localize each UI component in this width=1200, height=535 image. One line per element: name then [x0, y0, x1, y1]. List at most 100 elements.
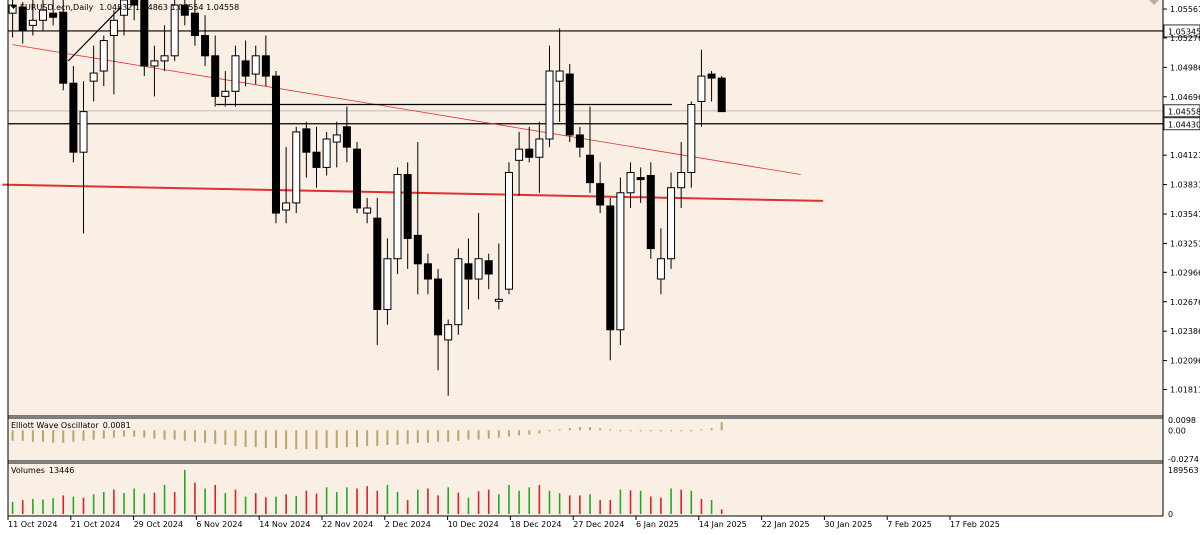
candle: [99, 35, 108, 87]
bullish-candle-body: [89, 72, 98, 82]
bullish-candle-body: [697, 75, 706, 102]
candle: [586, 106, 595, 193]
bearish-candle-body: [636, 177, 645, 181]
candle: [606, 197, 615, 361]
bullish-candle-body: [79, 111, 88, 153]
candle: [109, 10, 118, 95]
candle: [575, 126, 584, 158]
bearish-candle-body: [413, 234, 422, 265]
price-axis-label: 1.04696: [1170, 93, 1200, 102]
candle: [89, 45, 98, 102]
candle: [494, 243, 503, 310]
bearish-candle-body: [302, 128, 311, 153]
candle: [79, 81, 88, 234]
bullish-candle-body: [393, 174, 402, 260]
candle: [38, 0, 47, 31]
candle: [555, 28, 564, 122]
bearish-candle-body: [342, 126, 351, 148]
price-axis-label: 1.05561: [1170, 5, 1200, 14]
volume-name: Volumes: [11, 466, 45, 475]
bullish-candle-body: [545, 70, 554, 140]
bullish-candle-body: [282, 202, 291, 211]
candle: [190, 0, 199, 46]
candle: [626, 162, 635, 208]
candle: [28, 0, 37, 36]
bullish-candle-body: [322, 138, 331, 168]
candle: [282, 147, 291, 224]
candle: [504, 162, 513, 295]
candle: [717, 76, 726, 113]
oscillator-axis-label: 0.00: [1168, 426, 1186, 435]
candle: [656, 228, 665, 295]
price-axis-label: 1.05276: [1170, 34, 1200, 43]
price-axis-label: 1.03251: [1170, 239, 1200, 248]
candle: [120, 0, 129, 36]
oscillator-pane-background: [8, 418, 1163, 461]
candle: [302, 121, 311, 178]
bearish-candle-body: [717, 77, 726, 113]
symbol-dropdown-icon[interactable]: [10, 5, 17, 9]
bullish-candle-body: [109, 19, 118, 37]
bullish-candle-body: [535, 138, 544, 158]
chart-shift-marker-icon[interactable]: [1149, 0, 1159, 5]
volume-axis-label: 189563: [1168, 466, 1199, 475]
candle: [271, 71, 280, 224]
price-tag-text: 1.04558: [1168, 107, 1200, 116]
bullish-candle-body: [150, 60, 159, 67]
time-axis-label: 29 Oct 2024: [134, 520, 183, 529]
candle: [170, 0, 179, 61]
bullish-candle-body: [38, 9, 47, 21]
price-axis-label: 1.02386: [1170, 327, 1200, 336]
price-tag-text: 1.04430: [1168, 120, 1200, 129]
candle: [251, 45, 260, 85]
candle: [140, 0, 149, 77]
price-tag: 1.04558: [1163, 104, 1200, 118]
time-axis-label: 6 Nov 2024: [196, 520, 242, 529]
candle: [565, 63, 574, 143]
bullish-candle-body: [555, 70, 564, 82]
bullish-candle-body: [454, 258, 463, 326]
red-ma-line[interactable]: [2, 183, 824, 202]
bullish-candle-body: [626, 171, 635, 194]
symbol-label: EURUSD.ecn,Daily: [20, 3, 94, 12]
candle: [454, 248, 463, 335]
bearish-candle-body: [606, 205, 615, 331]
candle: [59, 0, 68, 91]
candle: [687, 101, 696, 188]
candle: [474, 213, 483, 300]
candle: [535, 121, 544, 193]
candle: [211, 35, 220, 107]
candle: [646, 162, 655, 259]
bearish-candle-body: [140, 0, 149, 67]
bullish-candle-body: [99, 40, 108, 72]
candle: [403, 162, 412, 269]
candle: [677, 142, 686, 208]
candle: [201, 15, 210, 66]
chart-title: EURUSD.ecn,Daily 1.04832 1.04863 1.04554 …: [20, 3, 239, 12]
price-tag-box: [1163, 104, 1200, 118]
bullish-candle-body: [160, 55, 169, 62]
bullish-candle-body: [383, 258, 392, 310]
candle: [636, 167, 645, 203]
bearish-candle-body: [49, 12, 58, 18]
candle: [383, 238, 392, 325]
candle: [484, 253, 493, 290]
time-axis-label: 10 Dec 2024: [448, 520, 499, 529]
time-axis-label: 2 Dec 2024: [385, 520, 431, 529]
volume-axis-label: 0: [1168, 510, 1173, 519]
bullish-candle-body: [474, 258, 483, 280]
candle: [322, 131, 331, 176]
candle: [130, 0, 139, 21]
candle: [241, 40, 250, 87]
time-axis-label: 7 Feb 2025: [887, 520, 932, 529]
volume-title: Volumes 13446: [11, 466, 74, 475]
bullish-candle-body: [332, 134, 341, 143]
bullish-candle-body: [677, 171, 686, 189]
candle: [545, 45, 554, 148]
bullish-candle-body: [444, 324, 453, 341]
drawn-line-segment[interactable]: [67, 6, 122, 62]
bearish-candle-body: [18, 6, 27, 31]
time-axis-label: 18 Dec 2024: [510, 520, 561, 529]
